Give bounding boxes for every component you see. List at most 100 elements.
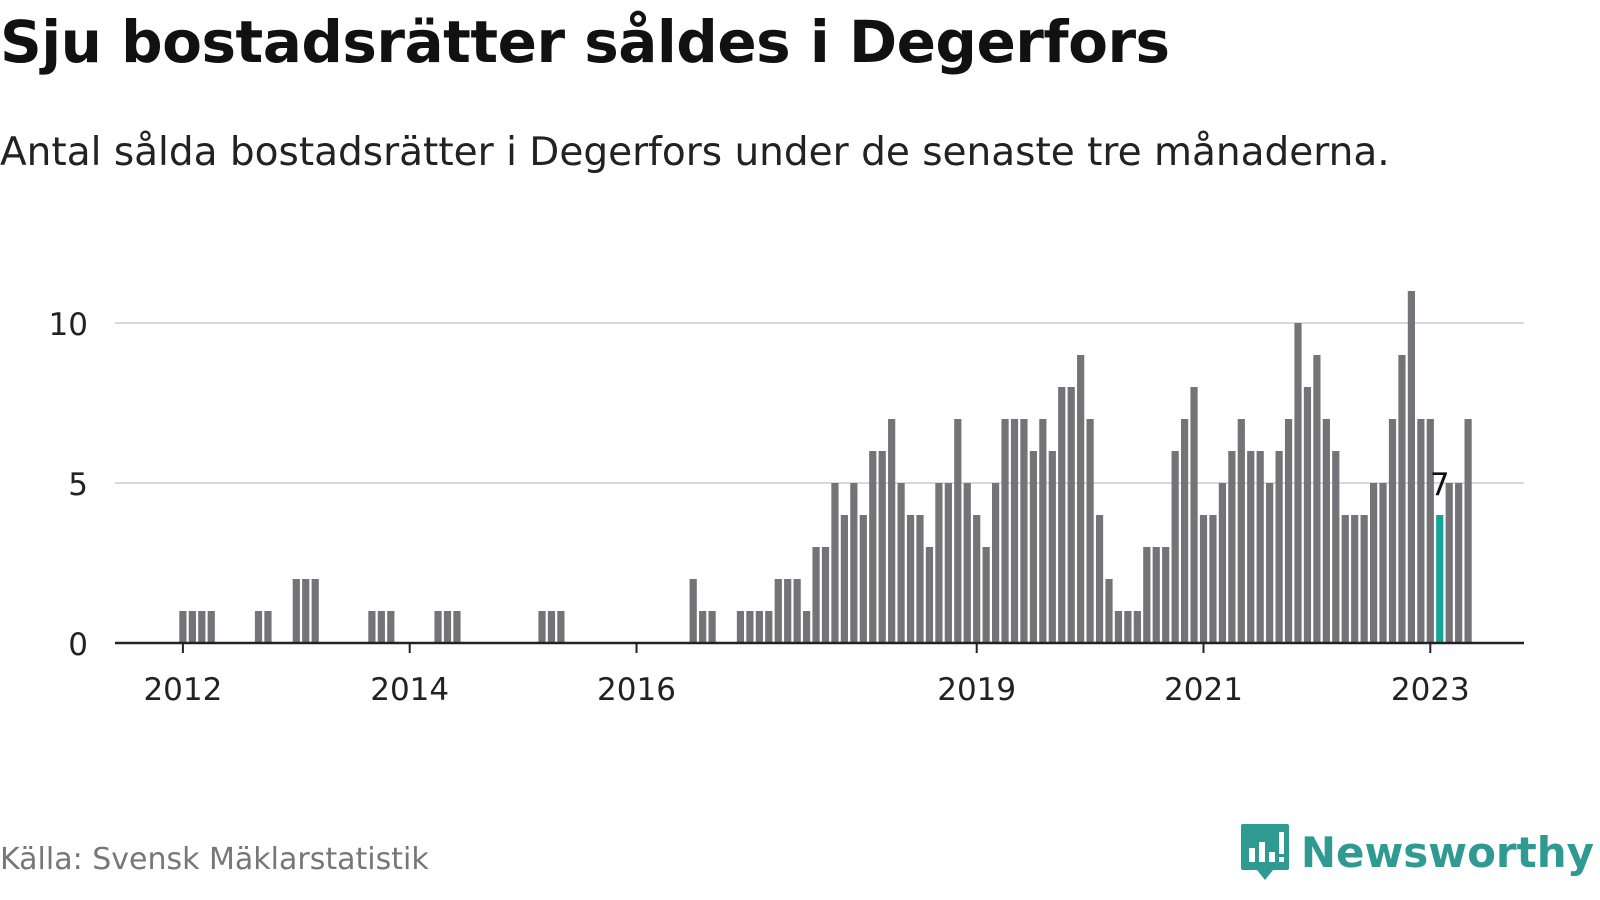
bar [821,547,830,643]
bar-chart-speech-bubble-icon [1240,824,1289,880]
bar [1162,547,1170,643]
bar [992,483,1000,643]
bar [1294,323,1302,643]
bar [1237,419,1245,643]
bar [784,579,792,643]
bar [1266,483,1274,643]
bar [888,419,896,643]
bar [1048,451,1056,643]
bar [1095,515,1104,643]
bar [1209,515,1217,643]
bar [387,611,395,643]
bar [1077,355,1085,643]
bar [1379,483,1387,643]
bar [1114,611,1123,643]
x-tick-label: 2023 [1391,672,1470,708]
x-tick-label: 2014 [370,672,449,708]
bar [840,515,848,643]
bar [1029,451,1037,643]
chart-title: Sju bostadsrätter såldes i Degerfors [0,8,1170,76]
bar [774,579,782,643]
bar [793,579,801,643]
bar [1426,419,1434,643]
bar [311,579,319,643]
bar [878,451,886,643]
bar [850,483,858,643]
bar [1001,419,1009,643]
bar [368,611,376,643]
x-tick-label: 2016 [597,672,676,708]
y-tick-label: 10 [49,307,88,343]
bar [1143,547,1151,643]
bar [198,611,206,643]
bar [207,611,215,643]
data-label: 7 [1430,467,1450,503]
bar [1455,483,1463,643]
bar [1039,419,1047,643]
bar [1105,579,1113,643]
bar [755,611,763,643]
bar [963,483,971,643]
bar [1332,451,1340,643]
bar [1171,451,1179,643]
bar [831,483,839,643]
bar [906,515,915,643]
bar [859,515,867,643]
bar [1407,291,1415,643]
bar [1445,483,1453,643]
x-tick-label: 2012 [143,672,222,708]
bar [1256,451,1264,643]
chart-subtitle: Antal sålda bostadsrätter i Degerfors un… [0,130,1390,175]
bar [944,483,952,643]
bar [916,515,924,643]
bar [188,611,196,643]
bar [302,579,310,643]
bar [1058,387,1066,643]
bar [973,515,981,643]
bar-chart: 0 5 10 7 2012 2014 2016 2019 2021 2023 [49,291,1524,708]
bar [1303,387,1312,643]
bar [954,419,962,643]
bar [443,611,452,643]
bar [264,611,272,643]
bar [1218,483,1226,643]
bar [1020,419,1028,643]
bar [1228,451,1236,643]
source-note: Källa: Svensk Mäklarstatistik [0,842,429,877]
bar [1341,515,1349,643]
bar [812,547,820,643]
bar [1152,547,1160,643]
bar [434,611,442,643]
bar [746,611,754,643]
bar [1086,419,1094,643]
bar [538,611,546,643]
brand-name: Newsworthy [1300,827,1594,877]
bar [557,611,565,643]
bar [1351,515,1359,643]
bar [699,611,707,643]
bar [708,611,716,643]
bar [179,611,187,643]
bar [1398,355,1406,643]
y-tick-label: 5 [68,467,88,503]
bar [1275,451,1283,643]
bar [1124,611,1132,643]
bar [803,611,811,643]
brand-logo[interactable]: Newsworthy [1239,822,1594,882]
bar [254,611,263,643]
bar [925,547,934,643]
bar [1322,419,1330,643]
x-tick-label: 2021 [1164,672,1243,708]
bar [1190,387,1198,643]
bar [1360,515,1368,643]
bar [736,611,745,643]
bar [1067,387,1075,643]
bar [547,611,556,643]
bar [689,579,697,643]
bar [377,611,385,643]
bar [1388,419,1397,643]
bar-highlight [1436,515,1444,643]
y-tick-label: 0 [68,627,88,663]
bar [1417,419,1425,643]
bar [1247,451,1255,643]
